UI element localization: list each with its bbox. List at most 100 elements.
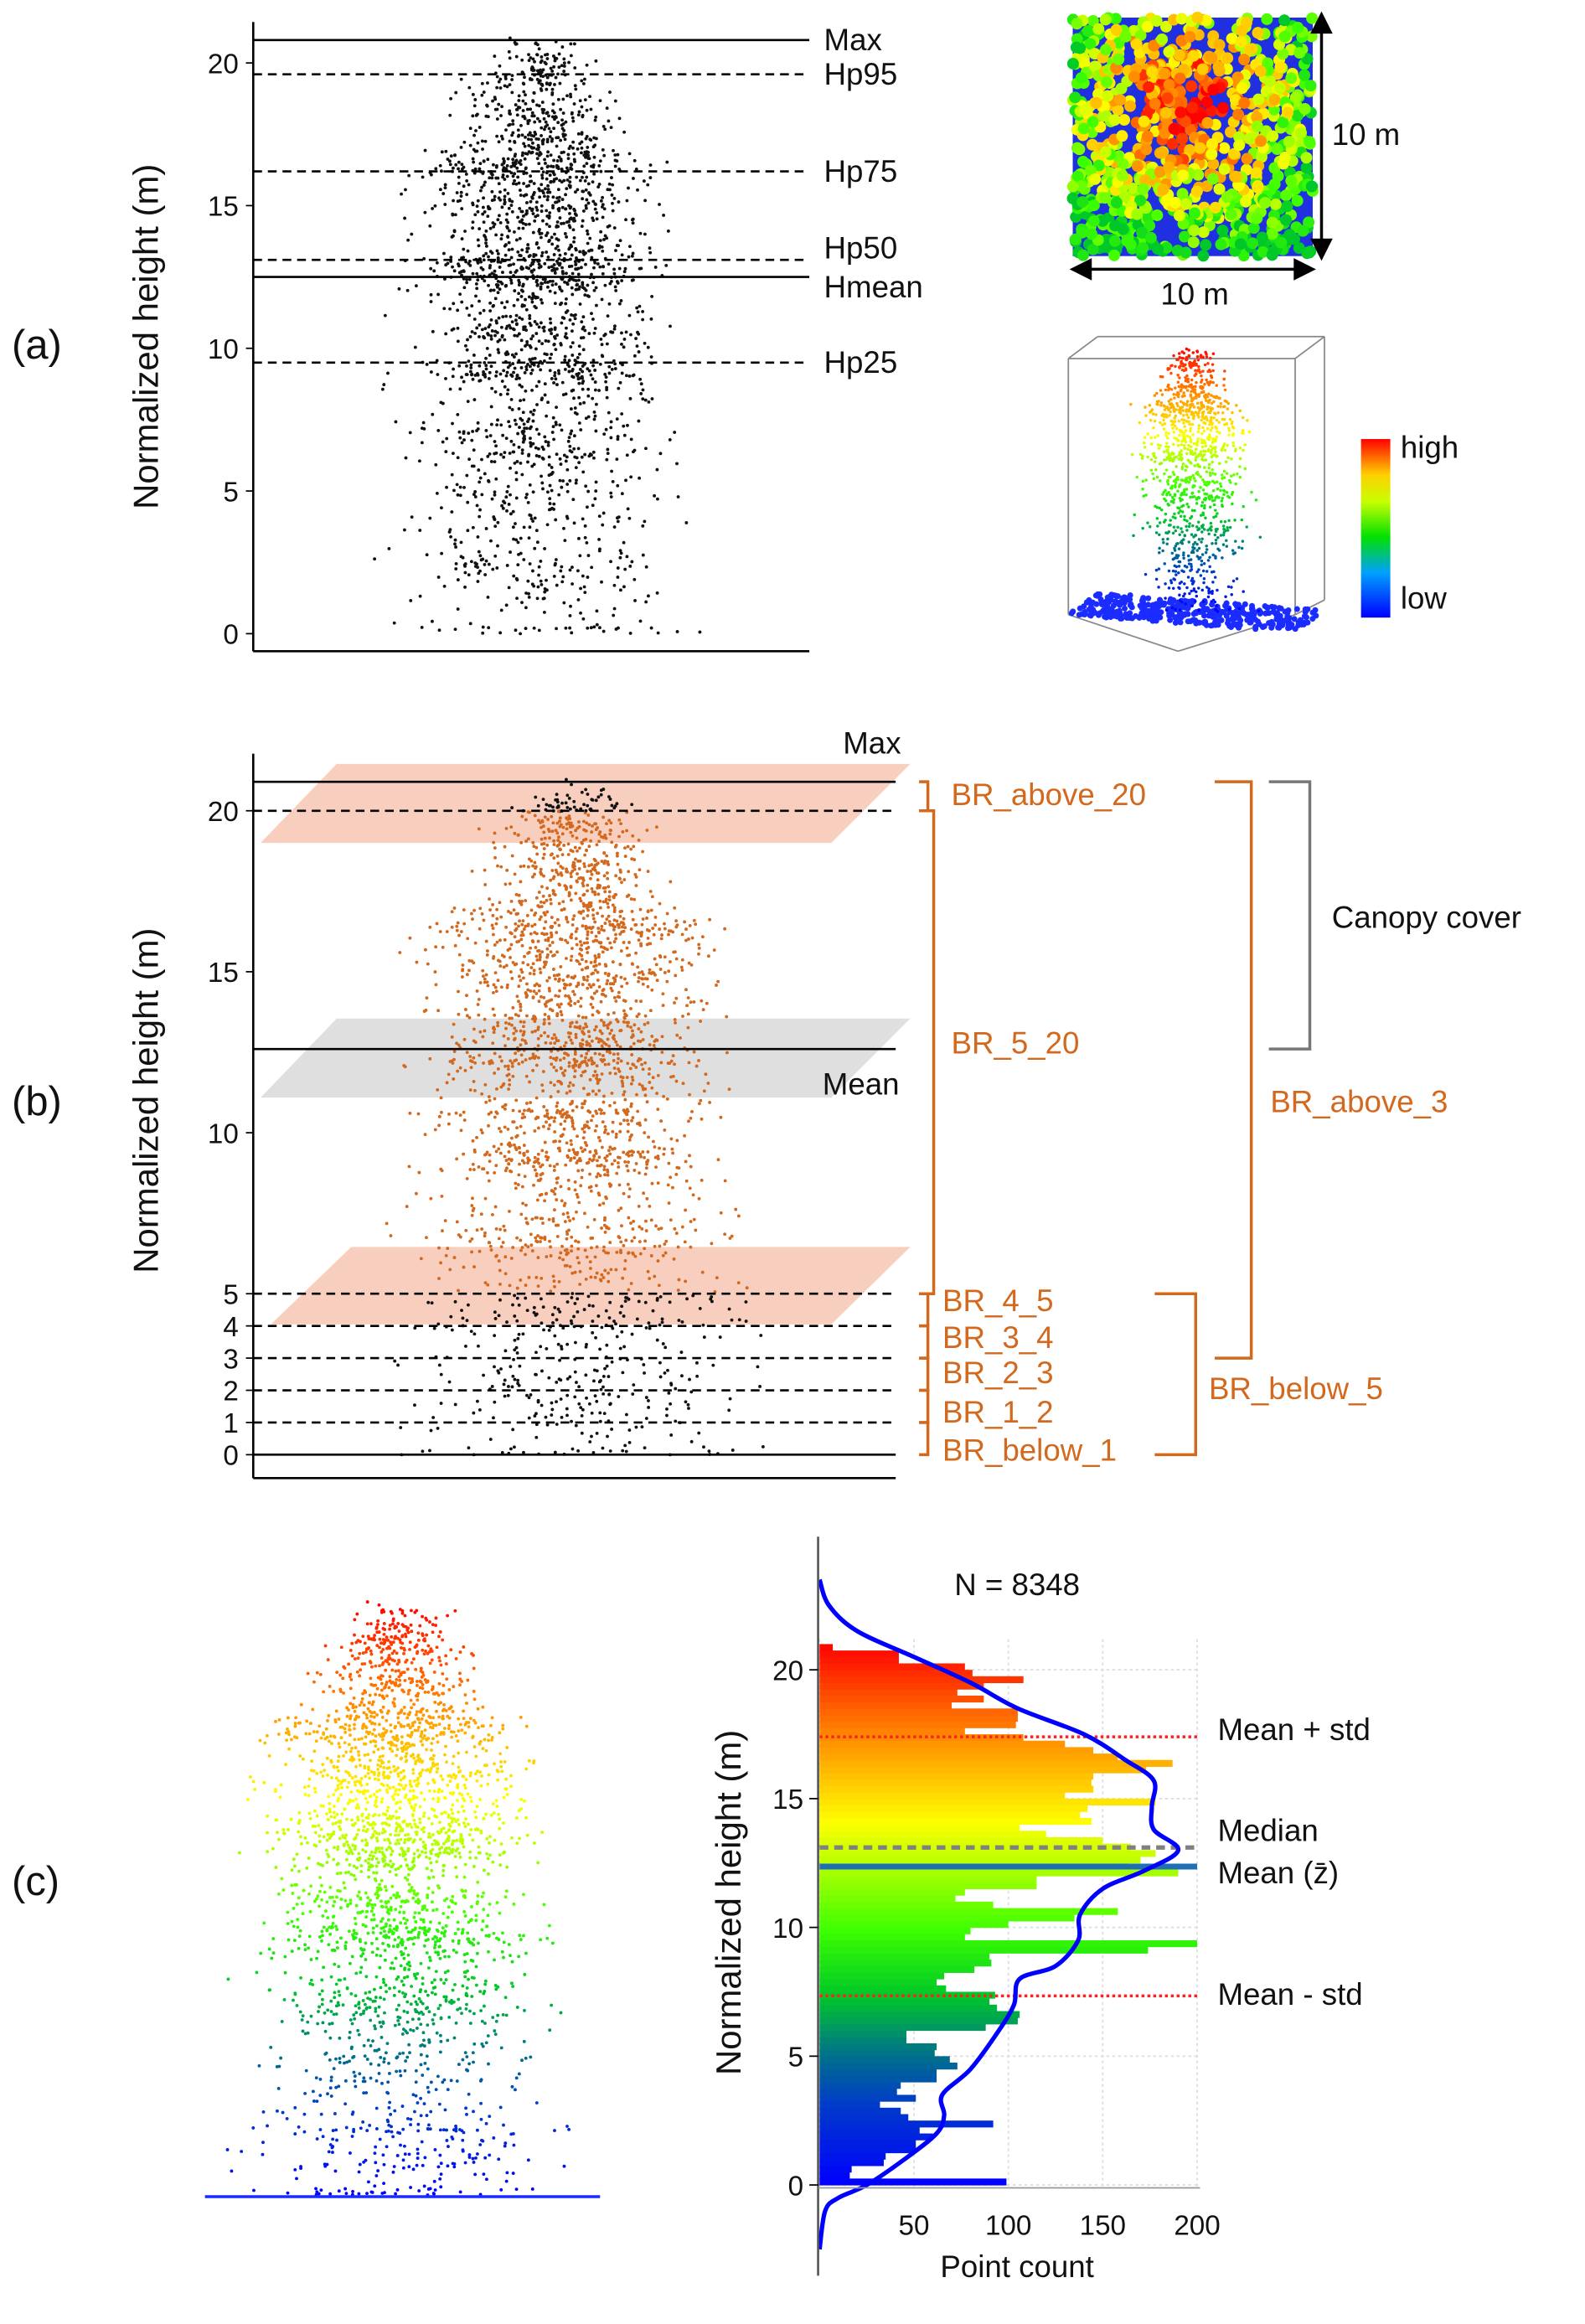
point [1195,525,1199,529]
top-view-point [1298,69,1311,81]
point [555,854,560,858]
point [514,628,518,633]
point [511,119,515,123]
point [565,178,570,182]
point [1211,369,1215,373]
point [544,125,548,129]
point [498,261,503,264]
point [681,1082,685,1086]
point [429,266,433,271]
point [1231,490,1235,494]
point [545,523,550,527]
top-view-point [1277,48,1289,60]
point [609,495,613,498]
point [1141,479,1145,483]
top-view-point [1281,200,1293,213]
ground-point [1140,595,1147,602]
top-view-point [1297,225,1309,237]
point [554,518,558,522]
point [1226,407,1230,411]
point [446,1247,450,1250]
point [536,245,540,250]
point [484,251,488,256]
top-view-point [1175,106,1187,119]
point [565,220,569,225]
point [514,182,519,186]
point [597,163,601,168]
point [565,514,569,519]
point [535,208,540,212]
point [516,563,520,567]
point [524,307,529,312]
point [596,262,600,266]
ground-point [1170,596,1177,603]
point [1227,433,1231,436]
point [522,82,526,86]
point [1191,581,1195,584]
point [529,107,533,111]
point [615,417,619,421]
point [490,173,494,177]
point [597,244,601,248]
point [1170,606,1175,610]
point [534,280,539,284]
point [622,585,626,589]
point [1214,450,1217,453]
point [555,1380,559,1384]
point [1214,509,1217,512]
point [1163,562,1166,566]
point [528,1080,532,1084]
point [617,302,622,306]
point [521,411,525,415]
point [614,874,618,878]
point [587,844,591,849]
point [578,402,582,405]
point [544,162,547,165]
point [1197,490,1200,493]
point [433,204,437,208]
point [638,1082,642,1087]
point [464,343,467,348]
point [503,194,507,199]
point [525,107,529,111]
point [614,249,617,252]
point [509,326,513,330]
point [1230,457,1233,461]
point [1228,525,1232,529]
point [552,574,556,578]
point [435,491,439,495]
point [610,367,614,371]
point [534,332,539,336]
point [570,389,574,393]
point [526,579,530,583]
point [595,1175,599,1179]
point [1156,434,1159,437]
point [619,299,623,302]
top-view-point [1268,93,1281,106]
point [622,941,626,944]
point [488,1244,493,1248]
point [570,341,575,345]
ground-point [1145,602,1152,608]
point [567,1035,571,1039]
point [476,141,480,145]
point [473,167,478,171]
point [669,324,672,328]
point [607,262,611,266]
point [640,1227,644,1231]
point [560,1244,564,1248]
point [595,137,598,141]
point [716,979,720,984]
point [517,99,521,102]
point [568,613,572,617]
top-view-point [1087,214,1100,227]
point [538,227,541,231]
point [581,470,586,474]
point [561,1258,565,1262]
point [491,99,494,103]
point [534,242,539,246]
point [565,281,569,285]
point [1189,393,1193,397]
point [488,434,493,437]
point [631,251,635,256]
